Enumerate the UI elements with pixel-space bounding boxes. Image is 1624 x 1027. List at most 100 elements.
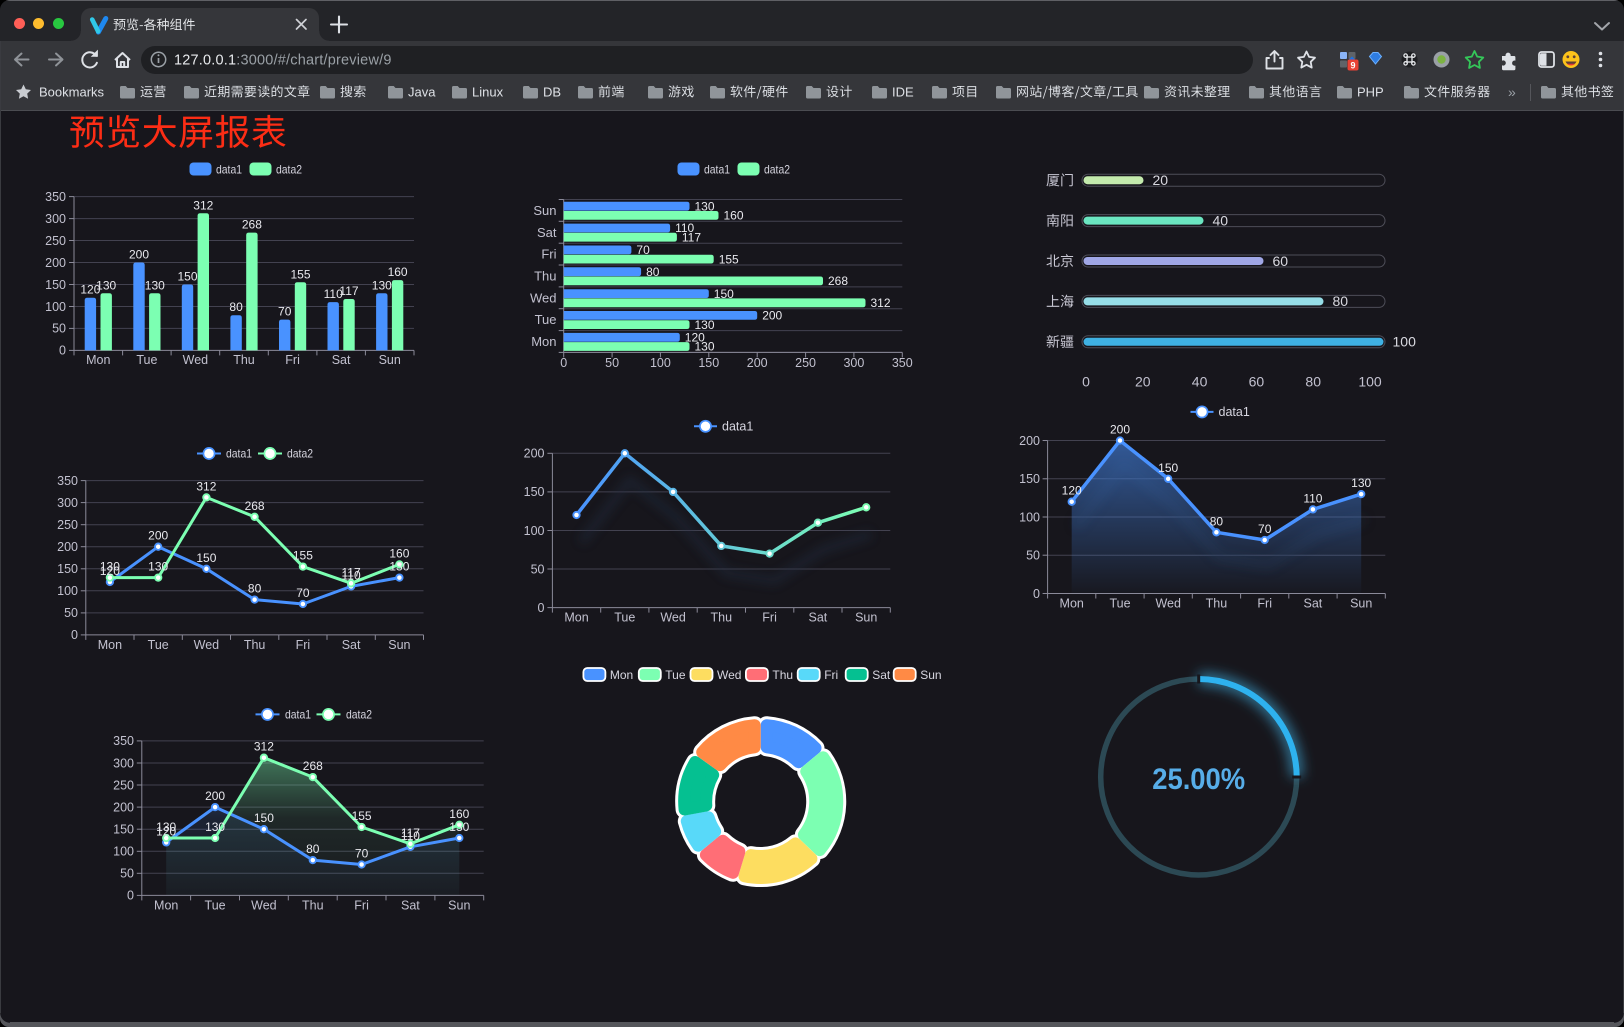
svg-text:Tue: Tue — [205, 899, 226, 913]
svg-text:100: 100 — [57, 584, 78, 598]
svg-text:300: 300 — [57, 496, 78, 510]
svg-text:Sat: Sat — [401, 899, 420, 913]
svg-text:300: 300 — [113, 756, 134, 770]
svg-text:50: 50 — [52, 322, 66, 336]
svg-text:Wed: Wed — [251, 899, 277, 913]
svg-text:130: 130 — [695, 340, 715, 354]
svg-text:Tue: Tue — [665, 668, 686, 682]
svg-text:127.0.0.1:3000/#/chart/preview: 127.0.0.1:3000/#/chart/preview/9 — [174, 53, 392, 69]
svg-text:150: 150 — [254, 811, 274, 825]
svg-text:Sat: Sat — [342, 638, 361, 652]
svg-text:20: 20 — [1135, 374, 1151, 390]
svg-text:Tue: Tue — [614, 611, 635, 625]
svg-text:Mon: Mon — [86, 353, 110, 367]
svg-text:150: 150 — [57, 562, 78, 576]
svg-text:data2: data2 — [287, 447, 313, 461]
svg-text:160: 160 — [724, 209, 744, 223]
svg-text:Thu: Thu — [244, 638, 266, 652]
svg-text:Thu: Thu — [302, 899, 324, 913]
svg-text:100: 100 — [1358, 374, 1382, 390]
svg-text:data2: data2 — [276, 162, 302, 176]
svg-text:70: 70 — [636, 243, 650, 257]
svg-text:200: 200 — [57, 540, 78, 554]
svg-text:data1: data1 — [1219, 405, 1250, 419]
svg-text:data1: data1 — [226, 447, 252, 461]
svg-text:117: 117 — [342, 565, 361, 579]
svg-text:160: 160 — [389, 546, 409, 560]
svg-text:268: 268 — [303, 759, 323, 773]
svg-text:350: 350 — [892, 356, 913, 370]
svg-text:Tue: Tue — [535, 312, 557, 327]
svg-text:110: 110 — [401, 829, 420, 843]
svg-text:Sun: Sun — [448, 899, 470, 913]
svg-text:data2: data2 — [764, 162, 790, 176]
svg-text:250: 250 — [45, 234, 66, 248]
svg-text:data2: data2 — [346, 708, 372, 722]
svg-text:268: 268 — [242, 218, 262, 232]
svg-text:Tue: Tue — [1109, 597, 1130, 611]
svg-text:Wed: Wed — [1155, 597, 1181, 611]
svg-text:150: 150 — [45, 278, 66, 292]
svg-text:60: 60 — [1249, 374, 1265, 390]
svg-text:200: 200 — [747, 356, 768, 370]
svg-text:160: 160 — [388, 265, 408, 279]
svg-text:130: 130 — [145, 278, 165, 292]
svg-text:312: 312 — [193, 198, 213, 212]
svg-text:200: 200 — [1110, 423, 1130, 437]
svg-text:70: 70 — [1258, 522, 1272, 536]
svg-text:40: 40 — [1192, 374, 1208, 390]
svg-text:110: 110 — [1303, 491, 1322, 505]
svg-text:Linux: Linux — [472, 84, 504, 99]
svg-text:0: 0 — [127, 889, 134, 903]
svg-text:80: 80 — [1333, 293, 1349, 309]
svg-text:0: 0 — [1033, 587, 1040, 601]
svg-text:Fri: Fri — [1257, 597, 1272, 611]
svg-text:120: 120 — [100, 564, 120, 578]
svg-text:0: 0 — [560, 356, 567, 370]
svg-text:160: 160 — [449, 807, 469, 821]
svg-text:312: 312 — [871, 296, 891, 310]
svg-text:Sun: Sun — [388, 638, 410, 652]
svg-text:Sun: Sun — [855, 611, 877, 625]
svg-text:130: 130 — [1351, 476, 1371, 490]
svg-text:250: 250 — [113, 778, 134, 792]
svg-text:70: 70 — [296, 586, 310, 600]
svg-text:250: 250 — [57, 518, 78, 532]
svg-text:120: 120 — [80, 283, 100, 297]
svg-text:100: 100 — [1019, 510, 1040, 524]
svg-text:IDE: IDE — [892, 84, 914, 99]
svg-text:150: 150 — [1158, 461, 1178, 475]
svg-text:80: 80 — [306, 842, 320, 856]
svg-text:117: 117 — [339, 284, 358, 298]
svg-text:50: 50 — [605, 356, 619, 370]
svg-text:120: 120 — [156, 824, 176, 838]
svg-text:250: 250 — [795, 356, 816, 370]
svg-text:100: 100 — [113, 845, 134, 859]
svg-text:Wed: Wed — [660, 611, 686, 625]
svg-text:Sat: Sat — [332, 353, 351, 367]
svg-text:Fri: Fri — [354, 899, 369, 913]
svg-text:Sat: Sat — [872, 668, 891, 682]
svg-text:100: 100 — [45, 300, 66, 314]
svg-text:data1: data1 — [722, 420, 753, 434]
svg-text:9: 9 — [1350, 60, 1355, 70]
svg-text:130: 130 — [695, 318, 715, 332]
svg-text:80: 80 — [1305, 374, 1321, 390]
svg-text:PHP: PHP — [1357, 84, 1384, 99]
svg-text:350: 350 — [45, 190, 66, 204]
svg-text:0: 0 — [538, 601, 545, 615]
svg-text:Wed: Wed — [530, 290, 557, 305]
svg-text:70: 70 — [278, 305, 292, 319]
svg-text:Mon: Mon — [154, 899, 178, 913]
svg-text:Wed: Wed — [183, 353, 209, 367]
svg-text:200: 200 — [205, 789, 225, 803]
svg-text:Thu: Thu — [711, 611, 733, 625]
svg-text:data1: data1 — [216, 162, 242, 176]
svg-text:200: 200 — [113, 800, 134, 814]
svg-text:40: 40 — [1213, 212, 1229, 228]
svg-text:130: 130 — [100, 560, 120, 574]
svg-text:312: 312 — [254, 740, 274, 754]
svg-text:117: 117 — [682, 230, 701, 244]
svg-text:155: 155 — [352, 809, 372, 823]
svg-text:0: 0 — [71, 628, 78, 642]
